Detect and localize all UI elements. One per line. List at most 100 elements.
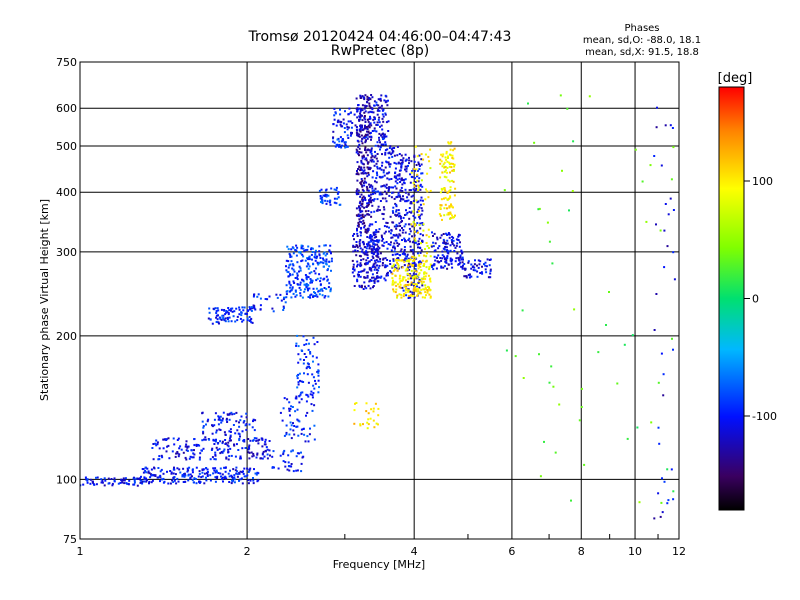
data-point — [408, 283, 411, 286]
data-point — [414, 289, 417, 292]
data-point — [404, 200, 407, 203]
data-point — [339, 123, 342, 126]
data-point — [672, 251, 675, 254]
data-point — [239, 435, 241, 438]
data-point — [441, 155, 444, 158]
data-point — [185, 458, 188, 461]
data-point — [390, 178, 393, 180]
data-point — [356, 246, 359, 249]
data-point — [416, 201, 419, 204]
data-point — [377, 269, 380, 272]
data-point — [371, 249, 374, 251]
data-point — [391, 151, 394, 154]
data-point — [147, 470, 150, 473]
data-point — [153, 474, 156, 477]
data-point — [360, 108, 362, 111]
data-point — [310, 293, 313, 296]
data-point — [380, 275, 383, 278]
data-point — [380, 94, 383, 97]
data-point — [395, 239, 398, 242]
data-point — [173, 466, 175, 469]
data-point — [230, 454, 233, 457]
data-point — [418, 224, 421, 226]
data-point — [401, 286, 404, 289]
data-point — [226, 421, 229, 423]
data-point — [319, 197, 322, 200]
data-point — [405, 200, 408, 203]
data-point — [217, 415, 220, 418]
data-point — [282, 309, 285, 311]
data-point — [289, 284, 292, 287]
data-point — [382, 213, 385, 216]
data-point — [419, 214, 422, 217]
data-point — [359, 114, 362, 117]
data-point — [292, 470, 295, 473]
data-point — [375, 275, 378, 278]
data-point — [186, 449, 189, 452]
data-point — [218, 417, 221, 420]
data-point — [251, 426, 254, 429]
data-point — [92, 481, 94, 484]
data-point — [372, 286, 374, 289]
data-point — [387, 130, 390, 132]
data-point — [160, 454, 163, 457]
data-point — [295, 294, 298, 297]
data-point — [451, 242, 454, 245]
data-point — [370, 138, 372, 141]
data-point — [670, 468, 673, 471]
data-point — [404, 223, 407, 226]
data-point — [197, 475, 200, 478]
data-point — [371, 276, 373, 279]
data-point — [455, 257, 458, 260]
data-point — [368, 105, 371, 108]
data-point — [457, 235, 460, 238]
data-point — [299, 294, 302, 297]
data-point — [327, 268, 329, 271]
data-point — [356, 245, 359, 247]
data-point — [224, 313, 227, 316]
data-point — [205, 467, 208, 469]
data-point — [309, 296, 312, 299]
data-point — [233, 478, 236, 481]
data-point — [486, 258, 489, 261]
data-point — [437, 254, 440, 257]
data-point — [409, 245, 412, 248]
data-point — [322, 258, 325, 261]
data-point — [228, 418, 231, 421]
data-point — [205, 476, 207, 479]
data-point — [440, 259, 443, 262]
data-point — [414, 256, 417, 259]
data-point — [378, 209, 381, 212]
data-point — [296, 246, 299, 249]
data-point — [85, 478, 88, 481]
data-point — [445, 169, 447, 172]
data-point — [445, 152, 448, 155]
data-point — [415, 283, 418, 286]
data-point — [355, 241, 358, 243]
data-point — [390, 271, 393, 274]
data-point — [228, 481, 231, 483]
data-point — [408, 162, 410, 165]
data-point — [505, 349, 508, 352]
data-point — [671, 337, 673, 340]
data-point — [422, 234, 424, 237]
data-point — [401, 183, 404, 186]
data-point — [359, 207, 362, 210]
data-point — [357, 173, 360, 176]
data-point — [342, 139, 345, 141]
data-point — [337, 119, 340, 122]
data-point — [269, 454, 271, 457]
data-point — [421, 241, 424, 243]
data-point — [289, 428, 292, 431]
data-point — [387, 188, 390, 191]
data-point — [367, 203, 370, 206]
data-point — [397, 194, 400, 197]
data-point — [449, 212, 452, 215]
data-point — [372, 419, 375, 422]
data-point — [225, 417, 228, 420]
data-point — [395, 223, 398, 226]
data-point — [286, 468, 289, 471]
data-point — [201, 439, 204, 442]
data-point — [265, 446, 268, 449]
data-point — [373, 210, 376, 213]
